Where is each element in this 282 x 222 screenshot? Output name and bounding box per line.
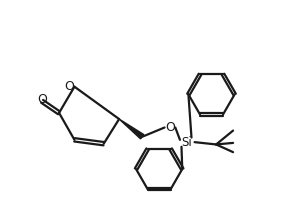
Text: O: O	[165, 121, 175, 134]
Text: O: O	[64, 80, 74, 93]
Polygon shape	[119, 119, 144, 139]
Text: O: O	[37, 93, 47, 106]
Text: Si: Si	[182, 136, 192, 149]
